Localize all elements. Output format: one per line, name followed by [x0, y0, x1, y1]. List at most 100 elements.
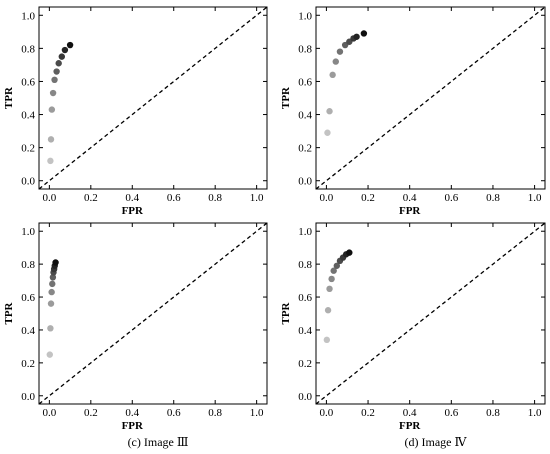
plot-frame — [315, 222, 546, 405]
y-tick-label: 0.6 — [298, 292, 312, 304]
y-tick-label: 0.4 — [21, 325, 35, 337]
y-tick-label: 0.2 — [298, 143, 312, 155]
x-tick-label: 0.4 — [403, 192, 417, 204]
roc-point — [46, 351, 53, 358]
roc-point — [326, 108, 333, 115]
roc-point — [332, 58, 339, 65]
y-axis-label: TPR — [3, 301, 15, 324]
roc-point — [47, 300, 55, 307]
roc-point — [47, 325, 54, 332]
x-tick-label: 0.2 — [361, 407, 375, 419]
y-tick-label: 0.0 — [21, 176, 35, 188]
y-tick-label: 0.2 — [21, 358, 35, 370]
y-tick-label: 0.8 — [21, 259, 35, 271]
x-tick-label: 0.0 — [320, 192, 334, 204]
roc-point — [61, 46, 69, 54]
x-tick-label: 0.0 — [42, 407, 56, 419]
roc-point — [329, 71, 336, 79]
roc-point — [49, 280, 56, 288]
roc-point — [66, 41, 74, 49]
y-tick-label: 1.0 — [298, 10, 312, 22]
y-tick-label: 0.4 — [298, 110, 312, 122]
y-tick-label: 1.0 — [21, 10, 35, 22]
y-tick-label: 0.8 — [298, 259, 312, 271]
roc-point — [49, 89, 57, 97]
roc-point — [58, 53, 65, 60]
x-tick-label: 0.0 — [320, 407, 334, 419]
y-tick-label: 1.0 — [21, 226, 35, 238]
roc-point — [49, 274, 57, 281]
roc-point — [52, 259, 59, 266]
chart-panel-d: 0.0 0.2 0.4 0.6 0.8 1.0 0.0 0.2 0.4 0.6 0.8 1.0 FPR T… — [280, 222, 546, 449]
y-tick-label: 0.8 — [298, 43, 312, 55]
x-tick-label: 0.2 — [84, 192, 98, 204]
y-tick-label: 0.6 — [298, 76, 312, 88]
x-tick-label: 1.0 — [250, 192, 264, 204]
x-tick-label: 0.0 — [42, 192, 56, 204]
roc-point — [360, 30, 368, 37]
x-axis-label: FPR — [399, 420, 421, 432]
y-tick-label: 0.6 — [21, 292, 35, 304]
y-axis-label: TPR — [280, 86, 292, 109]
panel-caption: (d) Image Ⅳ — [405, 435, 468, 449]
roc-point — [346, 249, 353, 256]
x-tick-label: 0.2 — [84, 407, 98, 419]
x-tick-label: 0.6 — [167, 192, 181, 204]
y-tick-label: 0.2 — [298, 358, 312, 370]
roc-point — [47, 136, 55, 143]
roc-point — [48, 106, 56, 113]
x-axis-label: FPR — [122, 420, 144, 432]
roc-point — [326, 285, 333, 293]
roc-point — [48, 288, 55, 296]
plot-frame — [315, 6, 546, 190]
y-tick-label: 0.0 — [298, 176, 312, 188]
x-tick-label: 0.6 — [167, 407, 181, 419]
roc-point — [323, 336, 331, 344]
y-tick-label: 0.4 — [21, 110, 35, 122]
chart-panel-c: 0.0 0.2 0.4 0.6 0.8 1.0 0.0 0.2 0.4 0.6 0.8 1.0 FPR T… — [3, 222, 268, 449]
y-tick-label: 0.0 — [298, 391, 312, 403]
roc-point — [353, 33, 360, 40]
x-axis-label: FPR — [399, 205, 421, 217]
x-tick-label: 0.4 — [125, 407, 139, 419]
y-tick-label: 0.8 — [21, 43, 35, 55]
y-tick-label: 1.0 — [298, 226, 312, 238]
chance-diagonal-line — [38, 6, 268, 190]
chance-diagonal-line — [315, 6, 546, 190]
y-axis-label: TPR — [3, 86, 15, 109]
roc-point — [55, 60, 62, 67]
x-tick-label: 1.0 — [528, 407, 542, 419]
y-tick-label: 0.2 — [21, 143, 35, 155]
roc-point — [336, 48, 344, 55]
y-tick-label: 0.6 — [21, 76, 35, 88]
roc-point — [328, 275, 335, 283]
roc-point — [53, 68, 60, 75]
chart-panel-b: 0.0 0.2 0.4 0.6 0.8 1.0 0.0 0.2 0.4 0.6 0.8 1.0 FPR T… — [280, 6, 546, 217]
x-tick-label: 0.8 — [486, 192, 500, 204]
roc-point — [330, 267, 337, 274]
x-axis-label: FPR — [122, 205, 144, 217]
x-tick-label: 0.4 — [125, 192, 139, 204]
y-tick-label: 0.0 — [21, 391, 35, 403]
plot-frame — [38, 222, 268, 405]
roc-point — [324, 129, 331, 136]
y-axis-label: TPR — [280, 301, 292, 324]
chance-diagonal-line — [38, 222, 268, 405]
x-tick-label: 0.4 — [403, 407, 417, 419]
panel-caption: (c) Image Ⅲ — [128, 435, 189, 449]
x-tick-label: 0.2 — [361, 192, 375, 204]
y-tick-label: 0.4 — [298, 325, 312, 337]
roc-point — [47, 157, 54, 165]
roc-point — [51, 76, 58, 84]
x-tick-label: 1.0 — [250, 407, 264, 419]
x-tick-label: 0.8 — [486, 407, 500, 419]
x-tick-label: 0.6 — [444, 407, 458, 419]
x-tick-label: 0.8 — [208, 407, 222, 419]
x-tick-label: 0.6 — [444, 192, 458, 204]
x-tick-label: 1.0 — [528, 192, 542, 204]
chart-panel-a: 0.0 0.2 0.4 0.6 0.8 1.0 0.0 0.2 0.4 0.6 0.8 1.0 FPR T… — [3, 6, 268, 217]
roc-point — [333, 262, 341, 269]
x-tick-label: 0.8 — [208, 192, 222, 204]
plot-frame — [38, 6, 268, 190]
